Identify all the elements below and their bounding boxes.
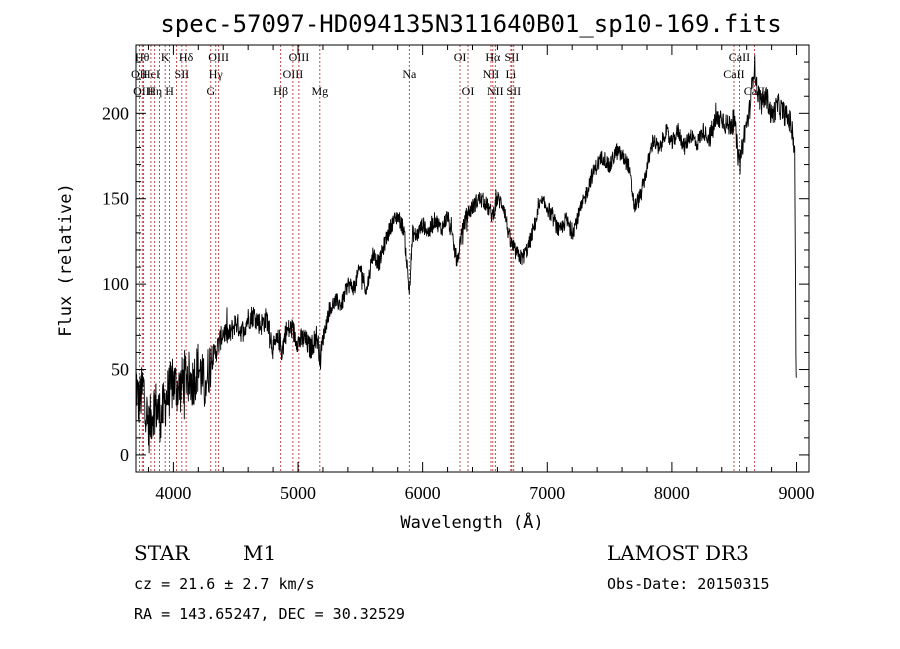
line-label-15: OIII	[283, 67, 304, 81]
line-label-18: Na	[402, 67, 417, 81]
x-axis-label: Wavelength (Å)	[400, 511, 543, 533]
line-label-4: Hη	[147, 84, 162, 98]
spectrum-series	[135, 55, 797, 454]
line-label-2: OIII	[133, 84, 154, 98]
object-subclass: M1	[243, 541, 276, 565]
line-label-1: Hθ	[135, 50, 150, 64]
line-label-20: OI	[462, 84, 475, 98]
axis-ticks: 4000 5000 6000 7000 8000 9000 0 50 100 150 200	[102, 45, 815, 503]
line-label-29: CaII	[744, 84, 765, 98]
y-tick-label-0: 0	[120, 445, 129, 465]
x-tick-label-4: 8000	[654, 483, 690, 503]
line-label-14: Hβ	[273, 84, 288, 98]
line-label-12: Hγ	[209, 67, 224, 81]
y-tick-label-2: 100	[102, 274, 129, 294]
x-tick-label-2: 6000	[405, 483, 441, 503]
line-label-13: OIII	[208, 50, 229, 64]
line-label-7: H	[165, 84, 174, 98]
line-label-3: HeI	[142, 67, 160, 81]
x-tick-label-0: 4000	[155, 483, 191, 503]
line-label-9: SII	[175, 67, 190, 81]
line-label-24: Li	[506, 67, 517, 81]
line-label-11: G	[206, 84, 215, 98]
line-label-23: NII	[487, 84, 504, 98]
spectral-line-markers: OIIHθOIIIHeIHηKHSIIHδGHγOIIIHβOIIIOIIIMg…	[131, 45, 765, 472]
ra-dec-readout: RA = 143.65247, DEC = 30.32529	[134, 605, 405, 623]
line-label-27: CaII	[723, 67, 744, 81]
line-label-17: Mg	[311, 84, 328, 98]
y-tick-label-3: 150	[102, 189, 129, 209]
line-label-16: OIII	[289, 50, 310, 64]
survey-name: LAMOST DR3	[607, 541, 749, 565]
y-tick-label-1: 50	[111, 360, 129, 380]
y-axis-label: Flux (relative)	[56, 183, 76, 337]
object-class: STAR	[134, 541, 190, 565]
x-tick-label-1: 5000	[280, 483, 316, 503]
line-label-10: Hδ	[179, 50, 194, 64]
x-tick-label-5: 9000	[779, 483, 815, 503]
plot-frame	[135, 44, 810, 473]
line-label-28: CaII	[729, 50, 750, 64]
chart-title: spec-57097-HD094135N311640B01_sp10-169.f…	[160, 10, 781, 38]
obs-date: Obs-Date: 20150315	[607, 575, 770, 593]
line-label-26: SII	[506, 84, 521, 98]
line-label-6: K	[161, 50, 170, 64]
y-tick-label-4: 200	[102, 103, 129, 123]
line-label-21: NII	[483, 67, 500, 81]
line-label-22: Hα	[485, 50, 501, 64]
spectrum-line	[135, 55, 797, 454]
x-tick-label-3: 7000	[529, 483, 565, 503]
redshift-readout: cz = 21.6 ± 2.7 km/s	[134, 575, 315, 593]
line-label-19: OI	[454, 50, 467, 64]
line-label-25: SII	[505, 50, 520, 64]
